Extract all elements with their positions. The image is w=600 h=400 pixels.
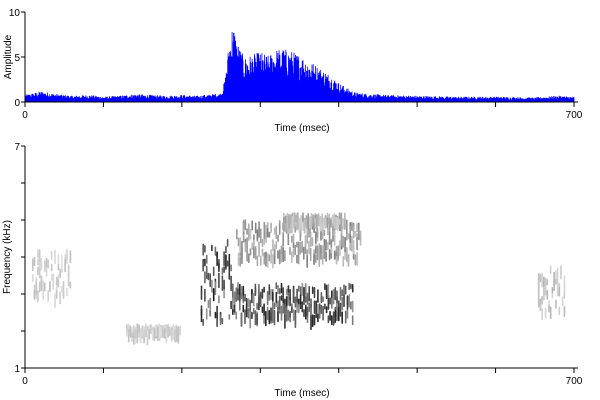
spectrogram-panel: 0 700 7 1 Time (msec) Frequency (kHz) [2,142,583,399]
spectrogram-energy [31,212,566,346]
spectrogram-y-tick-label-1: 1 [14,364,20,375]
spectrogram-x-tick-label-end: 700 [566,376,583,387]
waveform-y-tick-label-10: 10 [9,8,21,19]
spectrogram-energy-region [126,323,181,346]
spectrogram-x-axis-label: Time (msec) [274,388,329,399]
spectrogram-energy-region [31,249,72,308]
spectrogram-energy-region [537,265,566,321]
spectrogram-plot-area [25,146,578,368]
waveform-y-axis-label: Amplitude [3,34,14,79]
waveform-x-tick-label-end: 700 [566,110,583,121]
waveform-x-tick-label-start: 0 [22,110,28,121]
spectrogram-energy-region [200,239,232,328]
spectrogram-y-ticks [21,145,25,369]
spectrogram-y-axis-label: Frequency (kHz) [2,220,13,294]
waveform-y-tick-label-5: 5 [14,53,20,64]
spectrogram-energy-region [232,282,354,331]
spectrogram-x-ticks [24,368,575,373]
spectrogram-energy-region [236,219,362,269]
waveform-x-ticks [24,102,575,107]
waveform-panel: 0 700 10 5 0 Time (msec) Amplitude [3,8,583,134]
waveform-y-tick-label-0: 0 [14,98,20,109]
spectrogram-x-tick-label-start: 0 [22,376,28,387]
waveform-x-axis-label: Time (msec) [274,123,329,134]
spectrogram-energy-region [282,212,346,234]
waveform-y-ticks [21,11,25,103]
spectrogram-y-tick-label-7: 7 [14,142,20,153]
